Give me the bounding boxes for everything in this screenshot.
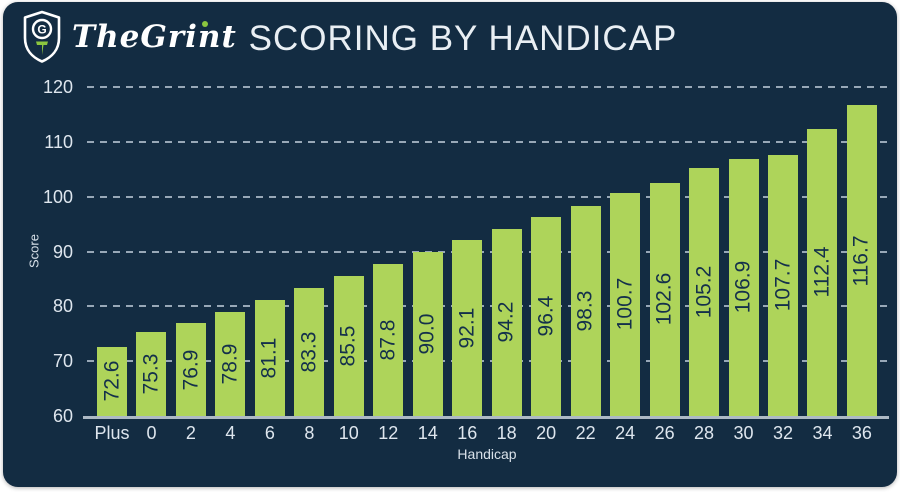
gridline-90 — [87, 250, 887, 253]
y-tick-label: 120 — [42, 77, 73, 98]
bar-8: 83.3 — [294, 288, 325, 416]
bar-value-label: 100.7 — [613, 278, 637, 331]
x-axis-baseline — [83, 416, 889, 419]
chart-card: G TheGrint SCORING BY HANDICAP Score Han… — [3, 2, 897, 487]
bar-14: 90.0 — [412, 251, 443, 416]
bar-value-label: 96.4 — [534, 295, 558, 337]
bar-0: 75.3 — [136, 332, 167, 416]
brand-name: TheGrint — [72, 18, 237, 55]
bar-4: 78.9 — [215, 312, 246, 416]
bar-28: 105.2 — [689, 168, 720, 416]
svg-text:G: G — [37, 23, 46, 37]
y-tick-label: 70 — [52, 351, 73, 372]
bar-value-label: 94.2 — [494, 301, 518, 343]
bar-value-label: 116.7 — [849, 235, 873, 287]
x-tick-label: 20 — [536, 423, 557, 443]
x-tick-label: 18 — [496, 423, 517, 443]
bar-value-label: 92.1 — [455, 307, 479, 349]
x-tick-label: 14 — [417, 423, 438, 443]
x-tick-label: 26 — [654, 423, 675, 443]
bar-value-label: 75.3 — [139, 353, 163, 395]
bar-value-label: 106.9 — [731, 261, 755, 314]
gridline-80 — [87, 305, 887, 308]
bar-value-label: 83.3 — [297, 331, 321, 373]
bar-value-label: 105.2 — [692, 265, 716, 319]
x-tick-label: 32 — [772, 423, 793, 443]
bar-12: 87.8 — [373, 263, 404, 416]
x-tick-label: 6 — [264, 423, 275, 443]
bar-10: 85.5 — [333, 276, 364, 416]
x-tick-label: 34 — [812, 423, 833, 443]
bar-value-label: 78.9 — [218, 343, 242, 385]
bar-value-label: 85.5 — [336, 325, 360, 367]
gridline-70 — [87, 360, 887, 363]
grint-logo: G TheGrint — [21, 10, 237, 64]
x-tick-label: 12 — [378, 423, 399, 443]
shield-golf-tee-icon: G — [23, 10, 61, 63]
bar-value-label: 112.4 — [810, 246, 834, 298]
bar-2: 76.9 — [175, 323, 206, 416]
x-tick-label: 8 — [304, 423, 315, 443]
bar-value-label: 102.6 — [652, 272, 676, 326]
y-tick-label: 100 — [42, 186, 73, 207]
x-tick-label: 30 — [733, 423, 754, 443]
x-tick-label: 0 — [146, 423, 157, 443]
bar-Plus: 72.6 — [97, 346, 127, 416]
x-tick-label: 10 — [338, 423, 359, 443]
x-tick-label: 36 — [851, 423, 872, 443]
bar-26: 102.6 — [649, 182, 680, 416]
gridline-100 — [87, 195, 887, 198]
x-tick-label: 4 — [225, 423, 236, 443]
x-tick-label: 16 — [457, 423, 478, 443]
bar-6: 81.1 — [254, 300, 285, 416]
bar-value-label: 87.8 — [376, 319, 400, 361]
chart-title: SCORING BY HANDICAP — [248, 19, 678, 58]
bar-value-label: 72.6 — [100, 361, 123, 402]
bar-value-label: 76.9 — [178, 349, 202, 391]
x-tick-label: 24 — [615, 423, 636, 443]
brand-i-dot — [201, 20, 208, 27]
x-tick-label: 22 — [575, 423, 596, 443]
bar-32: 107.7 — [767, 154, 798, 416]
x-axis-label: Handicap — [457, 446, 517, 462]
bar-24: 100.7 — [610, 192, 641, 416]
bar-36: 116.7 — [846, 105, 877, 416]
y-tick-label: 80 — [52, 296, 73, 317]
y-tick-label: 90 — [52, 241, 73, 262]
bar-22: 98.3 — [570, 206, 601, 416]
bar-30: 106.9 — [728, 158, 759, 416]
x-tick-label: 28 — [694, 423, 715, 443]
x-tick-label: 2 — [185, 423, 196, 443]
y-tick-label: 110 — [44, 132, 73, 152]
bar-value-label: 107.7 — [770, 259, 794, 312]
bar-16: 92.1 — [452, 240, 483, 416]
plot-area: Score Handicap 60 70 80 90 100 110 120 72.6 Plus… — [3, 2, 897, 487]
bar-value-label: 90.0 — [415, 313, 439, 355]
bar-value-label: 81.1 — [257, 337, 281, 379]
bar-20: 96.4 — [531, 216, 562, 416]
y-tick-label: 60 — [52, 406, 73, 426]
gridline-110 — [87, 141, 887, 143]
bar-18: 94.2 — [491, 228, 522, 416]
gridline-120 — [87, 86, 887, 89]
bar-34: 112.4 — [807, 128, 838, 416]
bar-value-label: 98.3 — [573, 290, 597, 332]
x-tick-label: Plus — [94, 423, 130, 443]
